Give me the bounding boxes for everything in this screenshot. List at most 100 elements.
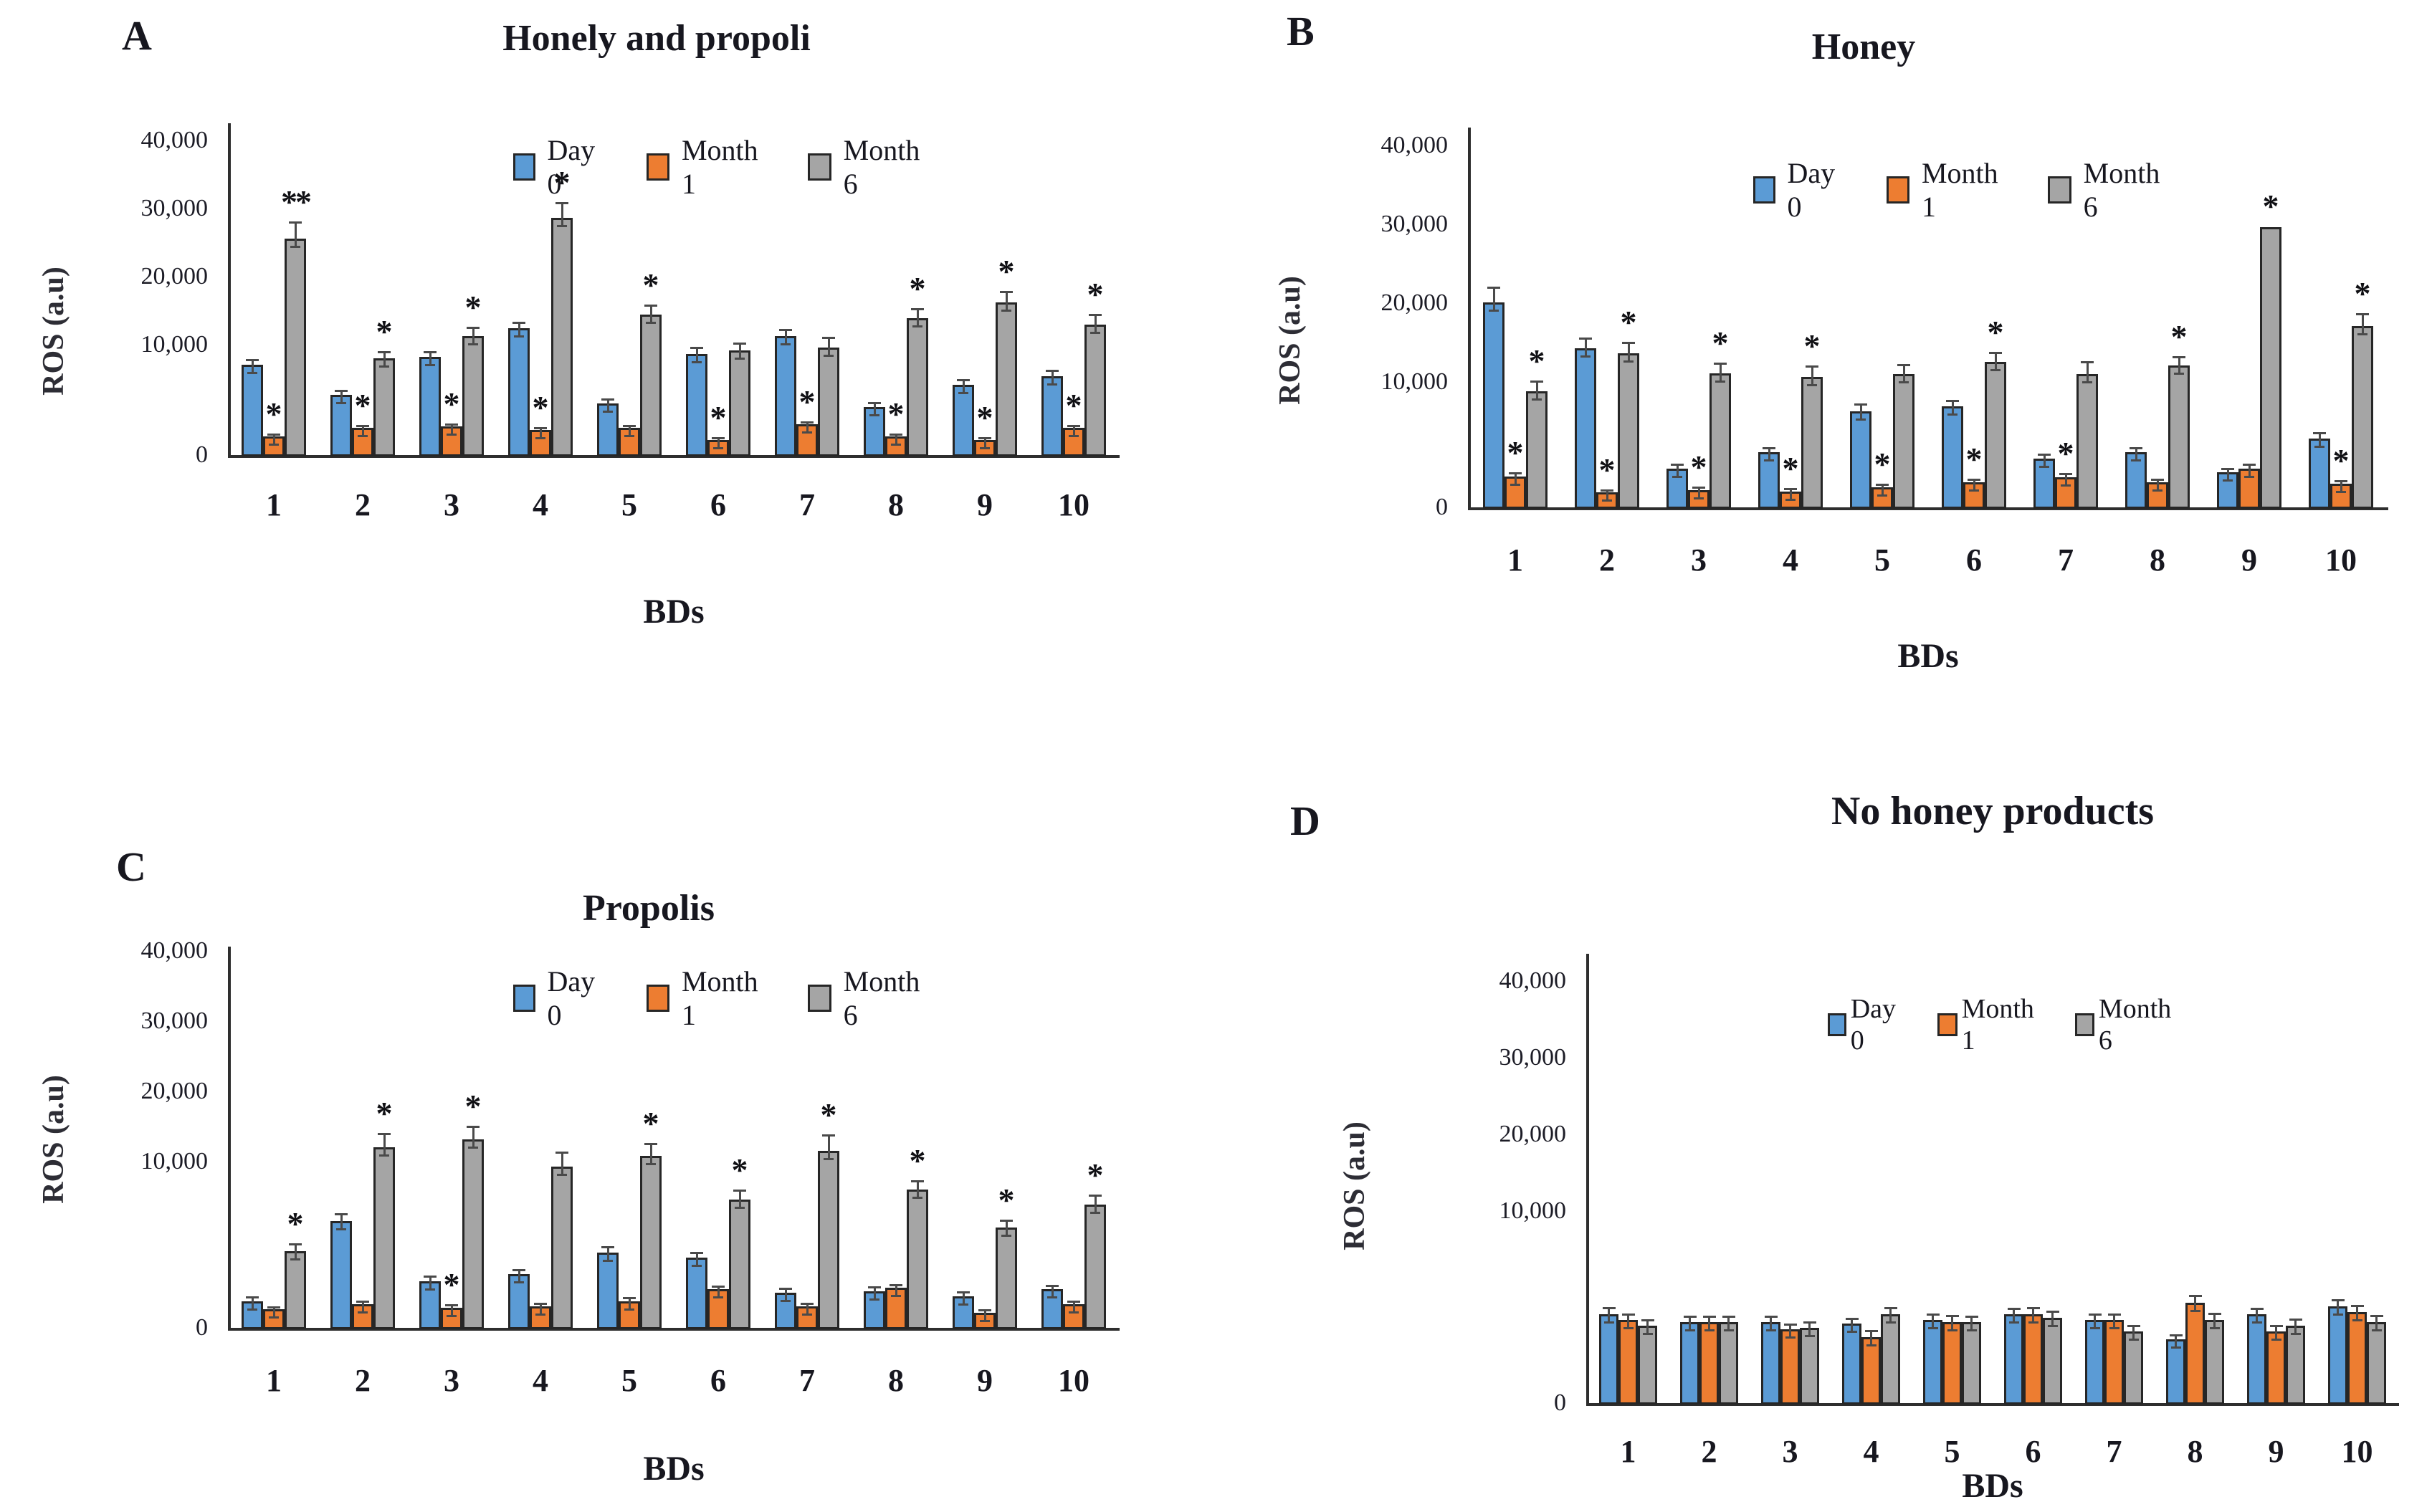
error-bar-cap [356,424,369,427]
error-bar-cap [802,431,812,434]
error-bar-cap [1764,459,1774,462]
y-tick-label: 40,000 [140,127,209,153]
x-tick-label: 2 [1599,542,1615,578]
error-bar-cap [2244,476,2254,478]
error-bar-cap [290,245,300,248]
error-bar [1005,1221,1008,1237]
bar-month6-bd2 [373,358,395,456]
error-bar [2178,358,2180,374]
legend-swatch-icon [1828,1013,1846,1036]
error-bar-cap [623,1297,636,1300]
error-bar [1881,484,1884,497]
error-bar-cap [980,1319,990,1322]
y-tick-label: 10,000 [140,331,209,358]
error-bar-cap [1927,1327,1938,1330]
error-bar [2032,1308,2034,1324]
error-bar-cap [557,225,567,228]
error-bar [1951,401,1954,415]
bar-month6-bd5 [640,1156,662,1329]
y-tick-label: 30,000 [140,195,209,221]
error-bar [1789,489,1792,500]
error-bar-cap [1621,1314,1635,1316]
error-bar-cap [1001,310,1011,312]
error-bar [895,434,897,446]
error-bar-cap [822,337,835,340]
significance-marker: * [354,386,371,424]
x-tick-label: 4 [533,1363,548,1398]
error-bar-cap [2082,381,2092,383]
error-bar [518,1270,520,1283]
x-tick-label: 1 [1507,542,1523,578]
significance-marker: * [820,1096,837,1134]
error-bar-cap [2190,1309,2200,1312]
error-bar-cap [868,1286,881,1288]
error-bar-cap [1785,1336,1796,1339]
error-bar-cap [467,1126,480,1129]
legend-label: Day 0 [1787,157,1836,223]
error-bar [2064,474,2067,487]
error-bar [472,1127,475,1148]
error-bar-cap [1884,1307,1897,1309]
error-bar-cap [644,304,657,307]
error-bar-cap [1672,476,1682,478]
x-tick-label: 6 [710,487,726,522]
x-tick-label: 3 [444,487,459,522]
bar-day0-bd5 [597,1253,619,1329]
bar-month6-bd1 [285,1250,306,1329]
error-bar-cap [1069,1311,1079,1314]
error-bar [2248,464,2251,477]
error-bar-cap [335,390,348,393]
significance-marker: * [2170,318,2188,355]
x-tick-label: 10 [2325,542,2357,578]
error-bar-cap [1715,380,1725,383]
bar-day0-bd6 [686,1258,707,1329]
error-bar-cap [2046,1311,2059,1314]
error-bar-cap [2352,1319,2362,1322]
legend-swatch-icon [2048,176,2071,204]
error-bar [2156,479,2159,492]
error-bar-cap [2026,1307,2040,1309]
error-bar [2294,1320,2297,1335]
error-bar [1951,1316,1953,1331]
error-bar-cap [1783,1323,1797,1326]
error-bar-cap [958,1303,968,1306]
y-tick-label: 30,000 [1499,1044,1567,1071]
error-bar-cap [2350,1305,2364,1308]
error-bar [1094,315,1097,333]
error-bar-cap [1642,1333,1653,1336]
error-bar-cap [2221,467,2234,470]
significance-marker: * [998,1182,1015,1219]
error-bar [1727,1317,1730,1331]
error-bar-cap [1000,1220,1013,1222]
significance-marker: * [642,1104,659,1142]
bar-day0-bd4 [1758,452,1780,509]
error-bar [895,1285,897,1296]
error-bar-cap [1947,1329,1957,1331]
y-tick-label: 40,000 [140,937,209,964]
error-bar [2135,449,2137,461]
error-bar-cap [336,401,346,404]
significance-marker: * [2354,274,2371,312]
error-bar [1676,464,1679,477]
error-bar [1627,1315,1629,1329]
y-tick-label: 10,000 [1499,1197,1567,1224]
error-bar [1808,1323,1811,1336]
y-axis-line [1468,128,1471,510]
error-bar-cap [2223,479,2233,482]
error-bar-cap [2356,312,2369,315]
error-bar [1770,1317,1772,1331]
legend-label: Month 1 [681,965,758,1031]
error-bar-cap [1885,1321,1896,1324]
error-bar-cap [358,434,368,437]
error-bar-cap [289,221,302,224]
error-bar-cap [1532,398,1542,401]
error-bar [2275,1326,2277,1341]
error-bar-cap [2371,1329,2382,1331]
significance-marker: * [443,386,460,423]
error-bar-cap [1784,487,1797,490]
error-bar [561,204,563,227]
error-bar [2213,1314,2216,1329]
error-bar [539,428,542,439]
error-bar-cap [911,307,924,310]
error-bar-cap [802,1313,812,1316]
